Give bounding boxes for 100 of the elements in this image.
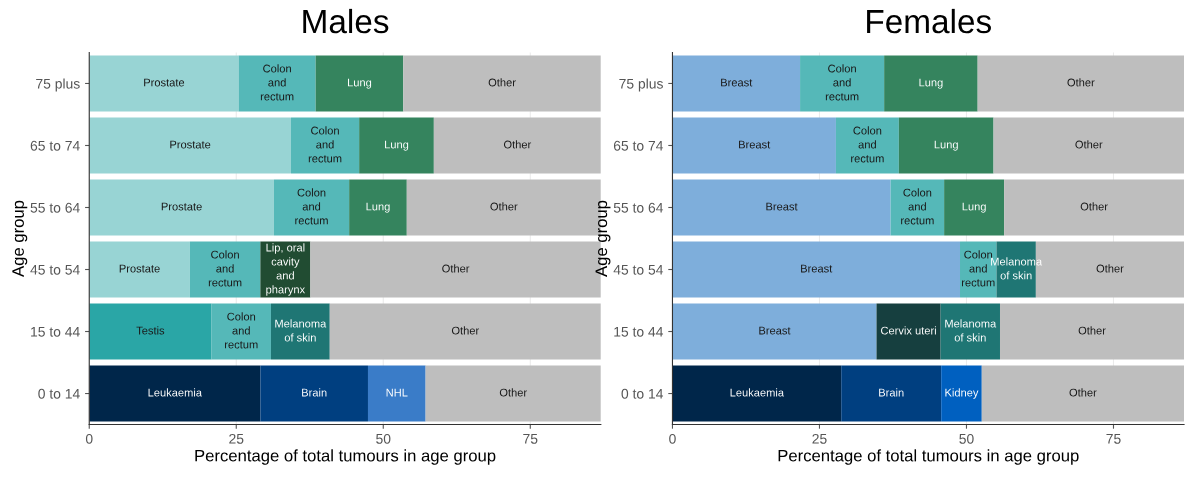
data-label: Melanoma of skin	[945, 319, 997, 342]
bar	[672, 179, 891, 236]
x-tick-label: 0	[669, 433, 676, 444]
bar	[260, 365, 368, 422]
y-tick-label: 0 to 14	[38, 388, 80, 399]
y-tick-label: 65 to 74	[613, 140, 664, 151]
bar	[89, 303, 212, 360]
bar	[941, 365, 982, 422]
data-label: Other	[1080, 202, 1108, 211]
bar	[329, 303, 601, 360]
data-label: Brain	[302, 388, 327, 397]
data-label: Brain	[879, 388, 904, 397]
bar	[800, 55, 885, 112]
y-tick-label: 45 to 54	[613, 264, 664, 275]
y-tick-label: 45 to 54	[30, 264, 80, 275]
bar	[349, 179, 407, 236]
data-label: Melanoma of skin	[275, 319, 327, 342]
data-label: Other	[1078, 326, 1106, 335]
bar	[977, 55, 1185, 112]
bar	[89, 241, 190, 298]
y-tick-label: 75 plus	[619, 78, 663, 92]
data-label: Colon and rectum	[208, 250, 242, 287]
x-axis-title: Percentage of total tumours in age group	[778, 449, 1079, 465]
chart-title: Males	[303, 8, 389, 34]
data-label: Lung	[919, 78, 943, 89]
data-label: Other	[1069, 388, 1097, 397]
bar	[315, 55, 404, 112]
y-axis-title: Age group	[12, 200, 28, 277]
data-label: Colon and rectum	[225, 312, 258, 349]
bar	[359, 117, 434, 174]
bar	[89, 365, 261, 422]
data-label: Lung	[962, 202, 986, 213]
data-label: Other	[1075, 140, 1103, 149]
bar	[672, 55, 801, 112]
bar	[944, 179, 1005, 236]
x-tick-label: 75	[1106, 434, 1121, 444]
y-tick-label: 0 to 14	[621, 388, 664, 399]
y-tick-label: 55 to 64	[613, 202, 664, 213]
bar	[672, 241, 961, 298]
data-label: Lung	[385, 140, 409, 151]
data-label: Other	[442, 264, 470, 273]
bar	[835, 117, 899, 174]
data-label: Leukaemia	[148, 388, 202, 397]
y-tick-label: 15 to 44	[614, 326, 664, 337]
bar	[433, 117, 601, 174]
x-tick-label: 50	[959, 433, 974, 444]
data-label: Breast	[766, 202, 798, 211]
data-label: Colon and rectum	[295, 188, 328, 225]
data-label: Kidney	[945, 388, 979, 399]
data-label: Other	[1067, 78, 1095, 87]
data-label: Colon and rectum	[260, 64, 294, 101]
bar	[238, 55, 316, 112]
data-label: Other	[490, 202, 518, 211]
data-label: Leukaemia	[730, 388, 785, 397]
data-label: Breast	[759, 326, 791, 335]
bar	[1004, 179, 1185, 236]
bar	[290, 117, 360, 174]
data-label: Prostate	[119, 264, 160, 273]
bar	[89, 55, 239, 112]
bar	[425, 365, 601, 422]
data-label: Lung	[348, 78, 372, 89]
data-label: Colon and rectum	[825, 64, 859, 101]
data-label: Lip, oral cavity and pharynx	[266, 243, 306, 296]
bar	[841, 365, 942, 422]
data-label: Other	[499, 388, 527, 397]
data-label: Prostate	[161, 202, 202, 211]
y-tick-label: 55 to 64	[30, 202, 80, 213]
data-label: NHL	[386, 388, 408, 397]
data-label: Other	[503, 140, 532, 149]
bar	[403, 55, 601, 112]
x-tick-label: 25	[229, 433, 244, 444]
data-label: Lung	[366, 202, 390, 213]
bar	[672, 365, 842, 422]
bar	[270, 303, 330, 360]
bar	[940, 303, 1000, 360]
bar	[981, 365, 1185, 422]
bar	[1000, 303, 1185, 360]
data-label: Lung	[934, 140, 958, 151]
bar	[89, 179, 274, 236]
data-label: Cervix uteri	[881, 326, 936, 335]
bar	[211, 303, 271, 360]
chart-title: Females	[867, 8, 991, 34]
bar	[672, 303, 877, 360]
bar	[367, 365, 426, 422]
bar	[189, 241, 261, 298]
bar	[273, 179, 350, 236]
y-tick-label: 75 plus	[36, 78, 80, 92]
bar	[672, 117, 836, 174]
bar	[898, 117, 994, 174]
data-label: Other	[1096, 264, 1124, 273]
data-label: Breast	[721, 78, 753, 87]
bar	[89, 117, 291, 174]
x-tick-label: 0	[85, 433, 93, 444]
data-label: Other	[451, 326, 480, 335]
x-axis-title: Percentage of total tumours in age group	[195, 449, 496, 465]
data-label: Colon and rectum	[851, 126, 884, 163]
data-label: Prostate	[144, 78, 185, 87]
x-tick-label: 50	[376, 433, 391, 444]
data-label: Colon and rectum	[308, 126, 342, 163]
y-tick-label: 65 to 74	[30, 140, 80, 151]
